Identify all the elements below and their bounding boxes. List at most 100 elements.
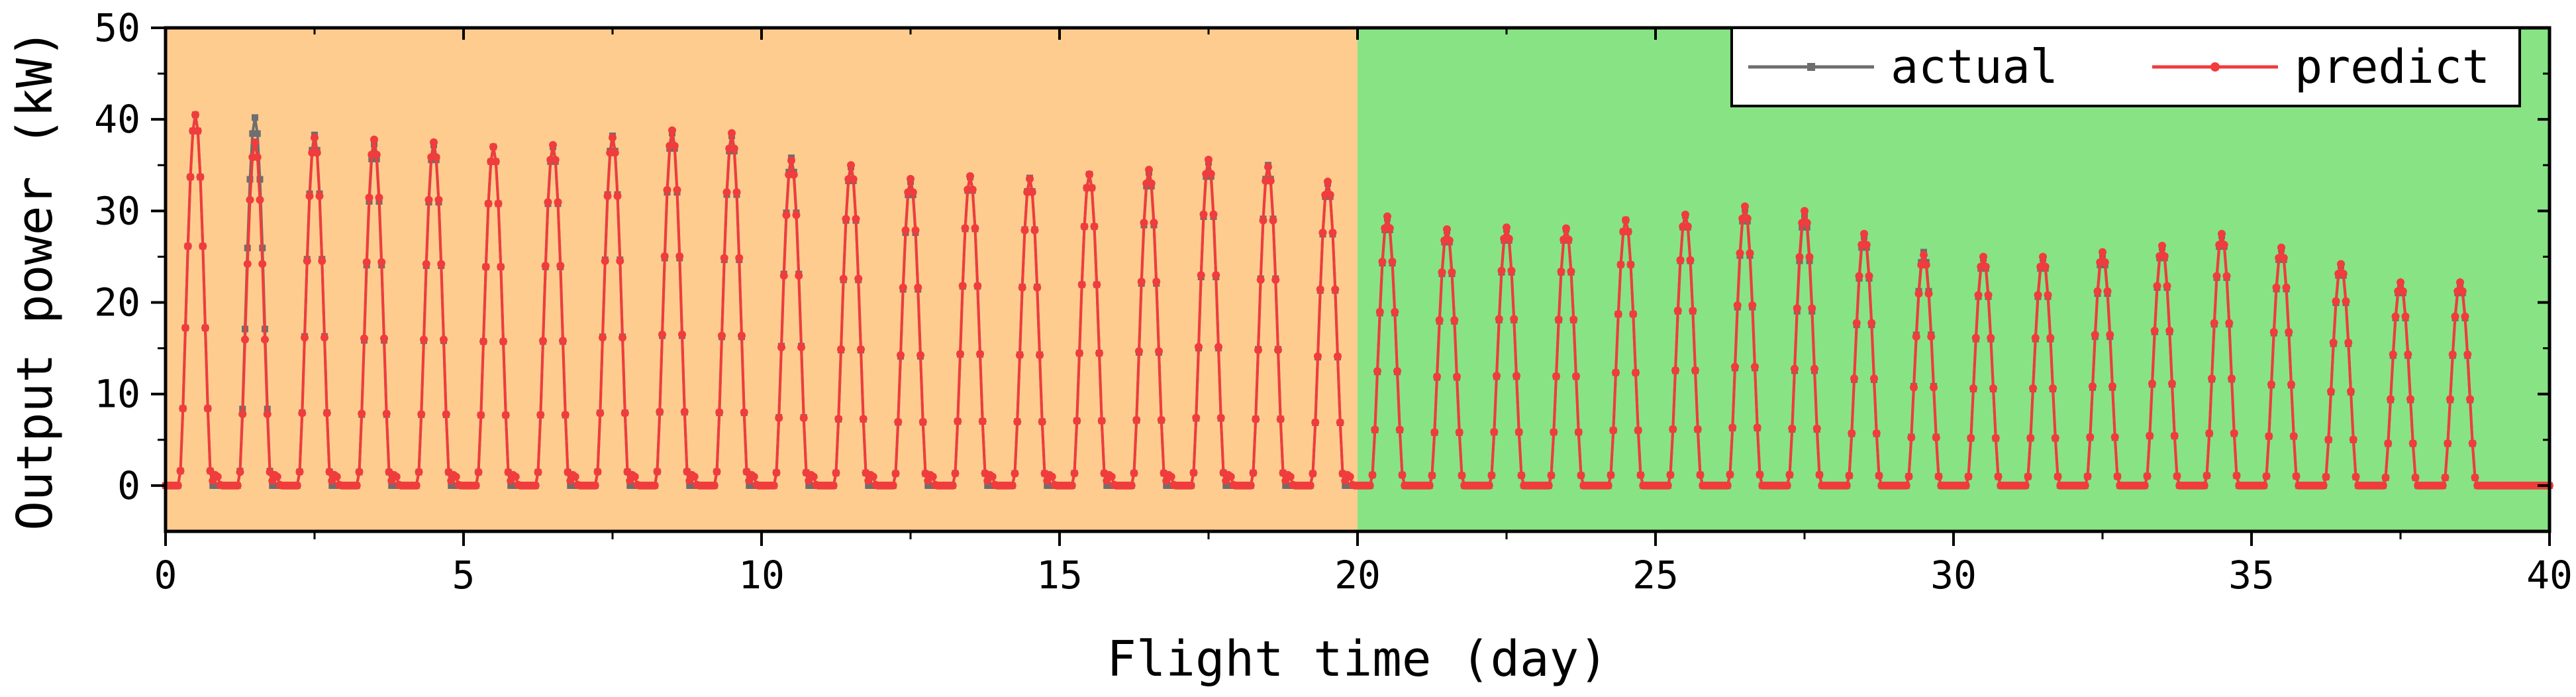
point-predict xyxy=(1756,470,1764,479)
point-predict xyxy=(2140,481,2149,490)
point-predict xyxy=(916,350,924,359)
point-predict xyxy=(360,334,368,343)
point-predict xyxy=(1666,470,1675,479)
legend: actual predict xyxy=(1730,27,2521,107)
point-predict xyxy=(2448,350,2457,358)
point-predict xyxy=(1905,472,1913,481)
point-predict xyxy=(203,404,212,413)
point-predict xyxy=(2220,241,2228,249)
point-predict xyxy=(322,409,331,417)
point-predict xyxy=(1865,272,1873,280)
x-tick-label: 15 xyxy=(1036,553,1083,598)
point-predict xyxy=(365,193,373,202)
point-predict xyxy=(2034,291,2042,299)
point-predict xyxy=(1609,426,1618,435)
point-predict xyxy=(1192,413,1201,422)
point-predict xyxy=(599,333,607,342)
point-predict xyxy=(321,333,328,342)
point-predict xyxy=(1036,350,1044,359)
point-predict xyxy=(233,481,242,490)
point-predict xyxy=(2438,481,2447,490)
point-predict xyxy=(1259,216,1267,225)
y-tick-label: 10 xyxy=(94,372,140,417)
point-predict xyxy=(1207,170,1215,178)
point-predict xyxy=(352,481,361,490)
point-predict xyxy=(256,195,264,204)
point-predict xyxy=(2399,287,2407,295)
point-predict xyxy=(1433,372,1441,381)
point-predict xyxy=(571,472,579,481)
point-predict xyxy=(1067,481,1076,490)
point-predict xyxy=(382,409,391,418)
point-predict xyxy=(829,481,838,490)
point-predict xyxy=(479,337,487,346)
point-predict xyxy=(2225,319,2234,327)
point-predict xyxy=(971,224,979,233)
point-predict xyxy=(1011,469,1019,478)
tick-labels: 0 5 10 15 20 25 30 35 40 0 10 20 30 40 50 xyxy=(94,5,2573,598)
point-predict xyxy=(653,467,662,476)
point-predict xyxy=(1616,260,1625,269)
point-predict xyxy=(2468,439,2477,448)
point-predict xyxy=(544,198,552,207)
point-predict xyxy=(477,411,485,419)
point-predict xyxy=(777,343,785,352)
point-predict xyxy=(1751,362,1759,371)
point-predict xyxy=(173,481,182,490)
point-predict xyxy=(1383,212,1391,221)
point-predict xyxy=(1331,285,1340,294)
point-predict xyxy=(1375,307,1384,316)
point-predict xyxy=(176,466,185,475)
point-predict xyxy=(534,468,542,476)
point-predict xyxy=(1552,372,1560,380)
point-predict xyxy=(417,410,426,419)
point-predict xyxy=(593,468,602,476)
point-predict xyxy=(1365,481,1374,490)
point-predict xyxy=(809,472,818,481)
point-predict xyxy=(718,331,726,340)
point-predict xyxy=(658,330,666,339)
point-predict xyxy=(1736,249,1744,258)
point-predict xyxy=(951,469,960,478)
point-predict xyxy=(1967,434,1975,443)
point-predict xyxy=(1676,256,1685,264)
point-predict xyxy=(1793,304,1801,313)
point-predict xyxy=(2401,312,2410,321)
point-predict xyxy=(2173,472,2181,480)
point-predict xyxy=(1249,468,1258,477)
point-predict xyxy=(1252,415,1260,423)
point-predict xyxy=(891,469,900,478)
point-predict xyxy=(837,345,845,354)
point-predict xyxy=(857,345,865,354)
point-predict xyxy=(1209,210,1218,219)
point-predict xyxy=(246,195,254,204)
point-predict xyxy=(799,413,808,422)
point-predict xyxy=(2349,435,2357,444)
point-predict xyxy=(2200,481,2208,490)
point-predict xyxy=(1336,418,1344,427)
point-predict xyxy=(1801,207,1808,215)
point-predict xyxy=(1266,176,1275,185)
point-predict xyxy=(1912,333,1920,341)
point-predict xyxy=(2081,481,2089,490)
point-predict xyxy=(301,333,309,342)
point-predict xyxy=(976,350,984,358)
point-predict xyxy=(1562,224,1570,233)
point-predict xyxy=(1107,472,1116,481)
point-predict xyxy=(1564,235,1573,244)
point-predict xyxy=(1614,310,1622,319)
axes xyxy=(151,26,2551,546)
point-predict xyxy=(183,242,192,250)
point-predict xyxy=(1080,222,1089,231)
point-predict xyxy=(2168,379,2176,388)
region-testing xyxy=(1358,28,2550,531)
point-predict xyxy=(710,481,718,490)
point-predict xyxy=(1306,481,1314,490)
point-predict xyxy=(358,409,366,418)
point-predict xyxy=(656,407,664,416)
point-predict xyxy=(650,481,659,490)
point-predict xyxy=(1569,315,1578,324)
point-predict xyxy=(732,188,741,197)
point-predict xyxy=(720,254,728,262)
point-predict xyxy=(2387,395,2395,403)
